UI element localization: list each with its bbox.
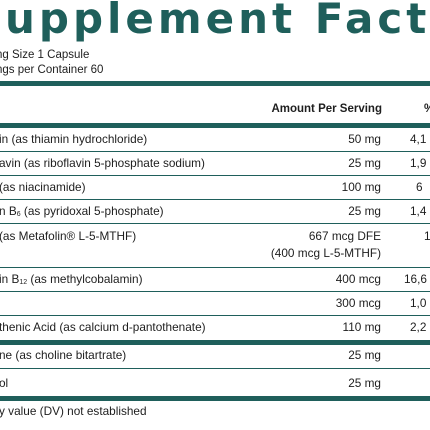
row-biotin-amount: 300 mcg <box>335 296 381 310</box>
servings-per-container: ngs per Container 60 <box>0 64 104 76</box>
row-vitamin-b6-subscript: 6 <box>16 211 21 218</box>
row-folate-amount: 667 mcg DFE <box>308 229 381 243</box>
row-vitamin-b6-name-b: (as pyridoxal 5-phosphate) <box>20 204 164 218</box>
row-niacin-name: (as niacinamide) <box>0 180 86 194</box>
row-riboflavin-name: avin (as riboflavin 5-phosphate sodium) <box>0 156 205 170</box>
amount-per-serving-header: Amount Per Serving <box>271 103 382 115</box>
row-niacin-amount: 100 mg <box>341 180 381 194</box>
row-inositol-name: ol <box>0 376 9 390</box>
serving-size: ng Size 1 Capsule <box>0 49 90 61</box>
row-divider <box>0 368 430 369</box>
row-folate-dv: 1 <box>424 229 430 243</box>
row-vitamin-b6-name-a: n B <box>0 204 17 218</box>
footnote: y value (DV) not established <box>0 404 147 418</box>
bottom-rule <box>0 396 430 401</box>
row-vitamin-b12-name-a: in B <box>0 272 20 286</box>
row-niacin-dv: 6 <box>416 180 423 194</box>
row-thiamin-dv: 4,1 <box>410 132 427 146</box>
row-choline-name: ne (as choline bitartrate) <box>0 348 127 362</box>
panel-title: upplement Fact <box>5 0 430 43</box>
row-pantothenic-acid-dv: 2,2 <box>410 320 427 334</box>
row-vitamin-b6-dv: 1,4 <box>410 204 427 218</box>
row-divider <box>0 223 430 224</box>
row-pantothenic-acid-amount: 110 mg <box>342 320 381 334</box>
row-vitamin-b12-name-b: (as methylcobalamin) <box>27 272 143 286</box>
section-rule <box>0 340 430 345</box>
top-rule <box>0 81 430 86</box>
row-folate-amount-detail: (400 mcg L-5-MTHF) <box>270 246 381 260</box>
row-choline-amount: 25 mg <box>348 348 381 362</box>
row-vitamin-b6-name: n B6 (as pyridoxal 5-phosphate) <box>0 204 164 218</box>
row-vitamin-b6-amount: 25 mg <box>348 204 381 218</box>
row-vitamin-b12-amount: 400 mcg <box>335 272 381 286</box>
row-pantothenic-acid-name: thenic Acid (as calcium d-pantothenate) <box>0 320 206 334</box>
row-divider <box>0 151 430 152</box>
row-divider <box>0 315 430 316</box>
row-biotin-dv: 1,0 <box>410 296 427 310</box>
row-vitamin-b12-name: in B12 (as methylcobalamin) <box>0 272 143 286</box>
header-rule <box>0 123 430 128</box>
row-divider <box>0 199 430 200</box>
row-vitamin-b12-subscript: 12 <box>19 279 28 286</box>
row-thiamin-name: in (as thiamin hydrochloride) <box>0 132 148 146</box>
row-riboflavin-dv: 1,9 <box>410 156 427 170</box>
row-divider <box>0 291 430 292</box>
row-inositol-amount: 25 mg <box>348 376 381 390</box>
row-vitamin-b12-dv: 16,6 <box>404 272 427 286</box>
row-divider <box>0 267 430 268</box>
daily-value-header: % <box>424 103 430 115</box>
row-thiamin-amount: 50 mg <box>348 132 381 146</box>
row-folate-name: (as Metafolin® L-5-MTHF) <box>0 229 137 243</box>
row-divider <box>0 175 430 176</box>
row-riboflavin-amount: 25 mg <box>348 156 381 170</box>
